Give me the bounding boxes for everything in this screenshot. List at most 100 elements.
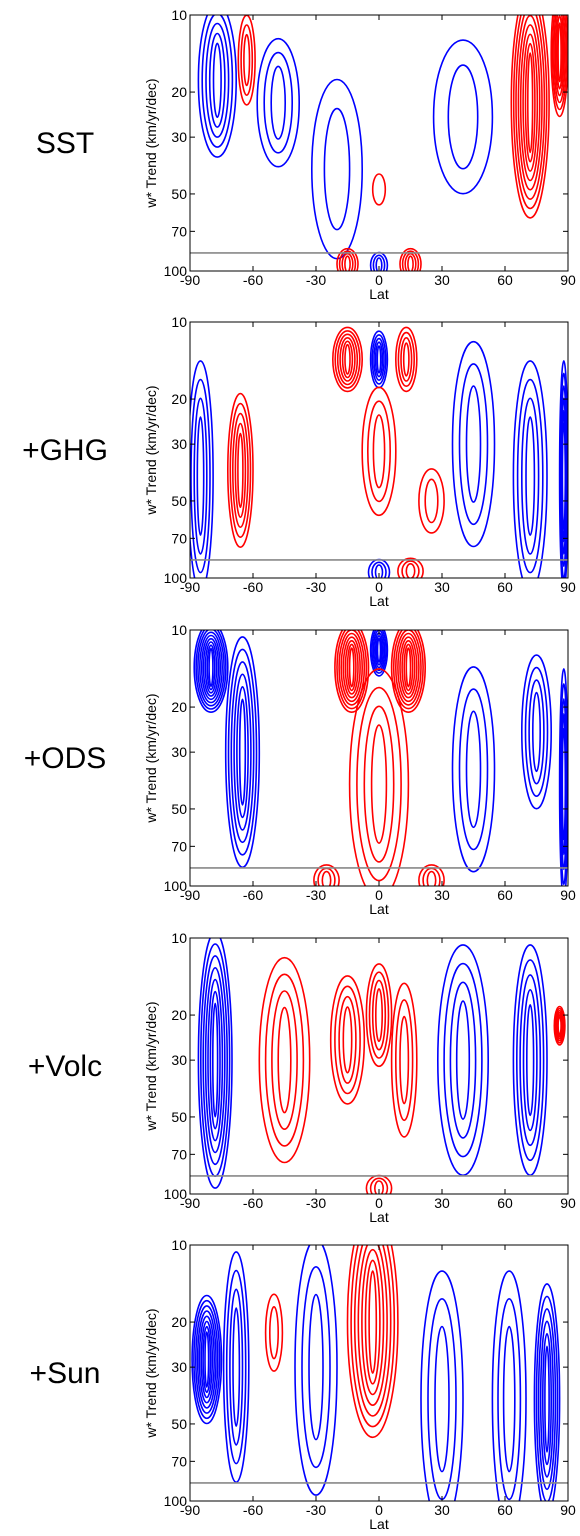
- contour-positive-4-5: [397, 632, 420, 703]
- contour-positive-4-1: [368, 1270, 378, 1374]
- contour-positive-5-3: [361, 386, 397, 517]
- contour-negative-6-1: [502, 1325, 516, 1473]
- contour-negative-8-1: [525, 416, 536, 536]
- contour-positive-1-3: [231, 412, 249, 529]
- y-tick-label: 50: [171, 493, 187, 509]
- contour-positive-11-1: [405, 563, 416, 578]
- y-tick-label: 30: [171, 436, 187, 452]
- contour-positive-6-3: [522, 33, 539, 172]
- contour-positive-2-2: [346, 643, 357, 692]
- x-tick-label: -30: [306, 272, 326, 288]
- contour-positive-8-1: [344, 255, 351, 271]
- contour-positive-7-4: [555, 1009, 564, 1042]
- contour-positive-5-1: [370, 724, 388, 844]
- contour-positive-11-3: [397, 557, 424, 578]
- contour-positive-8-1: [374, 1180, 384, 1194]
- contour-negative-0-8: [195, 630, 227, 710]
- y-tick-label: 10: [171, 314, 187, 330]
- contour-negative-5-1: [455, 1000, 471, 1120]
- contour-positive-1-1: [237, 432, 244, 509]
- contour-positive-9-3: [313, 864, 340, 886]
- contour-negative-3-2: [301, 1265, 331, 1469]
- x-axis-label: Lat: [369, 593, 389, 609]
- contour-negative-1-4: [230, 661, 255, 844]
- contour-negative-1-5: [227, 648, 258, 856]
- contour-positive-4-8: [390, 630, 426, 713]
- contour-positive-7-2: [555, 15, 564, 90]
- y-tick-label: 30: [171, 1052, 187, 1068]
- chart-panel-4: +Sun w* Trend (km/yr/dec) 10 20 30 50 70 100-90…: [30, 1237, 576, 1532]
- contour-positive-5-4: [348, 668, 410, 886]
- x-tick-label: 60: [497, 1502, 513, 1518]
- contour-negative-0-4: [202, 638, 220, 697]
- contour-negative-6-1: [525, 1003, 535, 1117]
- contour-positive-8-4: [336, 247, 359, 271]
- contour-negative-7-4: [537, 1308, 557, 1491]
- y-tick-label: 70: [171, 1146, 187, 1162]
- x-tick-label: -60: [243, 579, 263, 595]
- contour-positive-2-6: [338, 630, 366, 706]
- y-tick-label: 30: [171, 129, 187, 145]
- y-tick-label: 100: [164, 1493, 188, 1509]
- contour-positive-2-1: [342, 1006, 353, 1074]
- contour-positive-7-1: [557, 22, 562, 83]
- contour-positive-2-3: [344, 640, 359, 695]
- contour-negative-7-1: [531, 691, 541, 773]
- contour-positive-4-5: [353, 1245, 392, 1417]
- contour-negative-0-3: [200, 1320, 214, 1399]
- contour-negative-1-2: [229, 1288, 244, 1446]
- contour-positive-2-2: [338, 995, 357, 1084]
- contour-positive-4-4: [394, 326, 418, 393]
- contour-positive-7-5: [551, 15, 568, 111]
- contour-negative-5-3: [420, 1270, 464, 1501]
- contour-negative-0-6: [195, 1305, 219, 1414]
- contour-negative-0-2: [202, 1325, 212, 1394]
- contour-negative-0-5: [196, 1310, 217, 1409]
- contour-negative-7-4: [520, 654, 552, 810]
- contour-positive-5-1: [372, 414, 386, 489]
- panel-label: +Volc: [28, 1050, 102, 1083]
- contour-positive-1-4: [229, 402, 252, 538]
- contour-positive-1-1: [277, 1006, 292, 1114]
- x-tick-label: 60: [497, 1195, 513, 1211]
- y-tick-label: 20: [171, 391, 187, 407]
- chart-panel-2: +ODS w* Trend (km/yr/dec) 10 20 30 50 70 100-90…: [24, 622, 576, 917]
- contour-positive-8-3: [338, 250, 357, 271]
- contour-lines: [197, 938, 566, 1194]
- contour-negative-6-3: [451, 666, 496, 873]
- y-tick-label: 100: [164, 1186, 188, 1202]
- x-tick-label: -30: [306, 579, 326, 595]
- contour-negative-3-1: [323, 107, 351, 231]
- contour-negative-0-1: [208, 647, 214, 688]
- contour-lines: [190, 326, 568, 578]
- contour-negative-1-2: [236, 685, 249, 819]
- contour-negative-0-9: [193, 630, 229, 713]
- y-tick-label: 30: [171, 1359, 187, 1375]
- contour-positive-2-1: [344, 343, 351, 375]
- contour-positive-10-1: [426, 870, 437, 886]
- x-tick-label: 90: [560, 887, 576, 903]
- y-tick-label: 10: [171, 622, 187, 638]
- contour-negative-0-3: [190, 378, 211, 574]
- contour-negative-8-3: [516, 378, 544, 574]
- x-tick-label: 90: [560, 1195, 576, 1211]
- contour-negative-0-1: [212, 42, 222, 119]
- contour-positive-7-3: [554, 15, 565, 97]
- y-tick-label: 30: [171, 744, 187, 760]
- chart-panel-1: +GHG w* Trend (km/yr/dec) 10 20 30 50 70 100-90…: [22, 314, 576, 609]
- contour-positive-3-2: [371, 979, 387, 1051]
- y-tick-label: 50: [171, 1109, 187, 1125]
- contour-negative-3-2: [375, 634, 383, 666]
- y-axis-label: w* Trend (km/yr/dec): [143, 1308, 159, 1438]
- y-tick-label: 50: [171, 801, 187, 817]
- contour-positive-2-7: [336, 630, 368, 710]
- contour-negative-3-1: [376, 345, 382, 374]
- contour-negative-6-1: [465, 710, 482, 829]
- contour-positive-7-5: [554, 1007, 565, 1044]
- contour-positive-1-2: [271, 990, 298, 1130]
- y-tick-label: 50: [171, 1416, 187, 1432]
- contour-positive-6-5: [517, 15, 543, 191]
- contour-negative-0-5: [197, 15, 237, 158]
- contour-negative-2-3: [256, 37, 301, 168]
